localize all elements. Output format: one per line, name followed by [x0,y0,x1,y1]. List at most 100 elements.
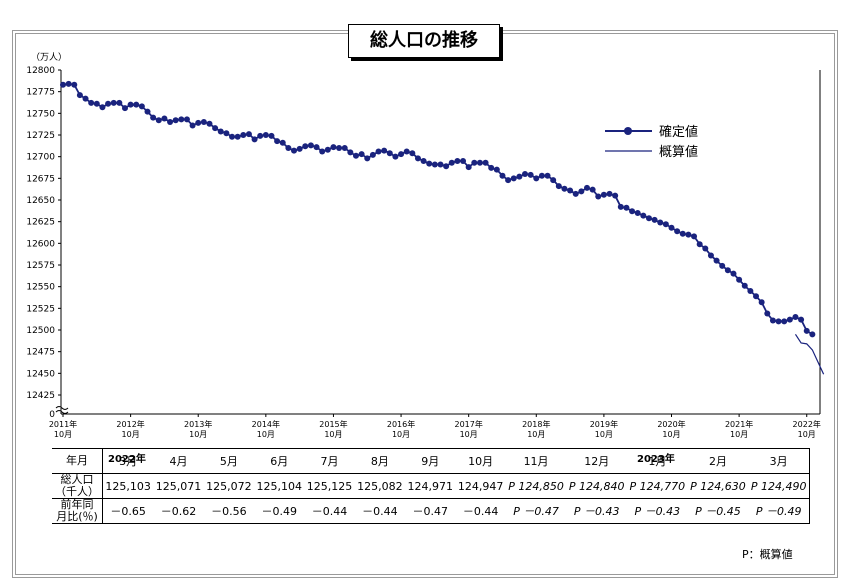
change-cell: －0.49 [254,498,305,524]
y-tick-label: 12650 [26,196,55,206]
data-point [460,158,467,164]
data-point [612,192,619,199]
data-point [313,144,320,151]
population-header: 総人口 （千人） [52,473,103,499]
data-point [240,132,247,138]
x-tick-label: 2012年 10月 [116,419,144,439]
data-point [110,99,117,106]
data-point [691,233,698,240]
y-tick-label: 12625 [26,218,55,228]
data-point [178,116,185,123]
change-cell: －0.44 [455,498,506,524]
data-point [437,161,444,168]
y-tick-label: 12550 [26,283,55,293]
data-point [561,185,568,192]
data-point [381,147,388,154]
data-point [386,150,393,157]
data-point [144,108,151,115]
y-axis-ticks: 12425 12450 12475 12500 12525 12550 12575 12600… [26,66,61,420]
chart-axes: （万人） [31,52,821,415]
month-cell: 1月 [627,448,688,474]
population-header-line2: （千人） [55,485,99,498]
data-point [285,145,292,151]
y-tick-label: 12750 [26,109,55,119]
population-cell: 124,947 [455,473,506,499]
x-tick-label: 2011年 10月 [49,419,77,439]
data-point [527,171,534,178]
data-point [99,104,106,111]
data-point [229,133,236,140]
change-cell: P －0.43 [566,498,628,524]
data-point [341,145,348,151]
data-point [634,210,641,216]
data-point [538,172,545,179]
data-point [544,172,551,179]
data-point [623,204,630,211]
population-cell: P 124,630 [687,473,749,499]
month-header: 年月 [52,448,103,474]
data-point [499,172,506,179]
data-point [707,252,714,259]
data-point [217,128,224,135]
data-point [606,190,613,197]
data-point [431,161,438,168]
data-point [150,114,157,121]
data-point [533,175,540,182]
estimate-series-line [794,334,825,375]
data-point [775,318,782,325]
y-axis-label: （万人） [31,52,67,63]
month-cell: 8月 [354,448,406,474]
x-tick-label: 2015年 10月 [319,419,347,439]
data-point [617,203,624,210]
population-cell: P 124,850 [505,473,567,499]
data-point [803,327,810,334]
data-point [189,122,196,129]
data-point [657,219,664,226]
legend-confirmed-label: 確定値 [659,124,698,140]
month-cell: 5月 [203,448,255,474]
data-point [426,160,433,167]
data-point [324,146,331,153]
data-point [279,139,286,146]
change-cell: P －0.43 [627,498,688,524]
y-tick-label: 12775 [26,88,55,98]
data-point [403,148,410,155]
population-row: 総人口 （千人） 125,103 125,071 125,072 125,104 125… [52,473,811,499]
population-header-line1: 総人口 [60,473,94,486]
month-row: 年月 3月 4月 5月 6月 7月 8月 9月 10月 11月 12月 1月 2月 3月 [52,448,811,474]
data-point [274,138,281,145]
data-point [161,115,168,122]
data-point [392,153,399,160]
data-point [93,100,100,107]
data-point [516,173,523,180]
data-point [629,208,636,215]
data-point [409,150,416,157]
data-point [398,151,405,158]
data-point [713,257,720,264]
x-tick-label: 2021年 10月 [725,419,753,439]
data-point [307,142,314,149]
change-cell: －0.44 [304,498,355,524]
data-point [702,245,709,252]
y-tick-label: 12725 [26,131,55,141]
data-point [730,270,737,277]
data-point [645,215,652,222]
data-point [465,164,472,171]
data-point [319,148,326,155]
change-cell: －0.56 [203,498,255,524]
data-point [758,299,765,306]
population-cell: 125,082 [354,473,406,499]
data-point [476,159,483,166]
data-point [679,230,686,237]
data-point [167,119,174,125]
data-point [138,103,145,110]
y-tick-label: 12700 [26,153,55,163]
change-cell: －0.47 [405,498,456,524]
data-point [358,151,365,158]
data-point [595,193,602,200]
axis-break-mark [55,406,69,414]
data-point [352,152,359,159]
change-row: 前年同 月比(％) －0.65 －0.62 －0.56 －0.49 －0.44 －0.44… [52,498,811,524]
data-point [719,262,726,269]
